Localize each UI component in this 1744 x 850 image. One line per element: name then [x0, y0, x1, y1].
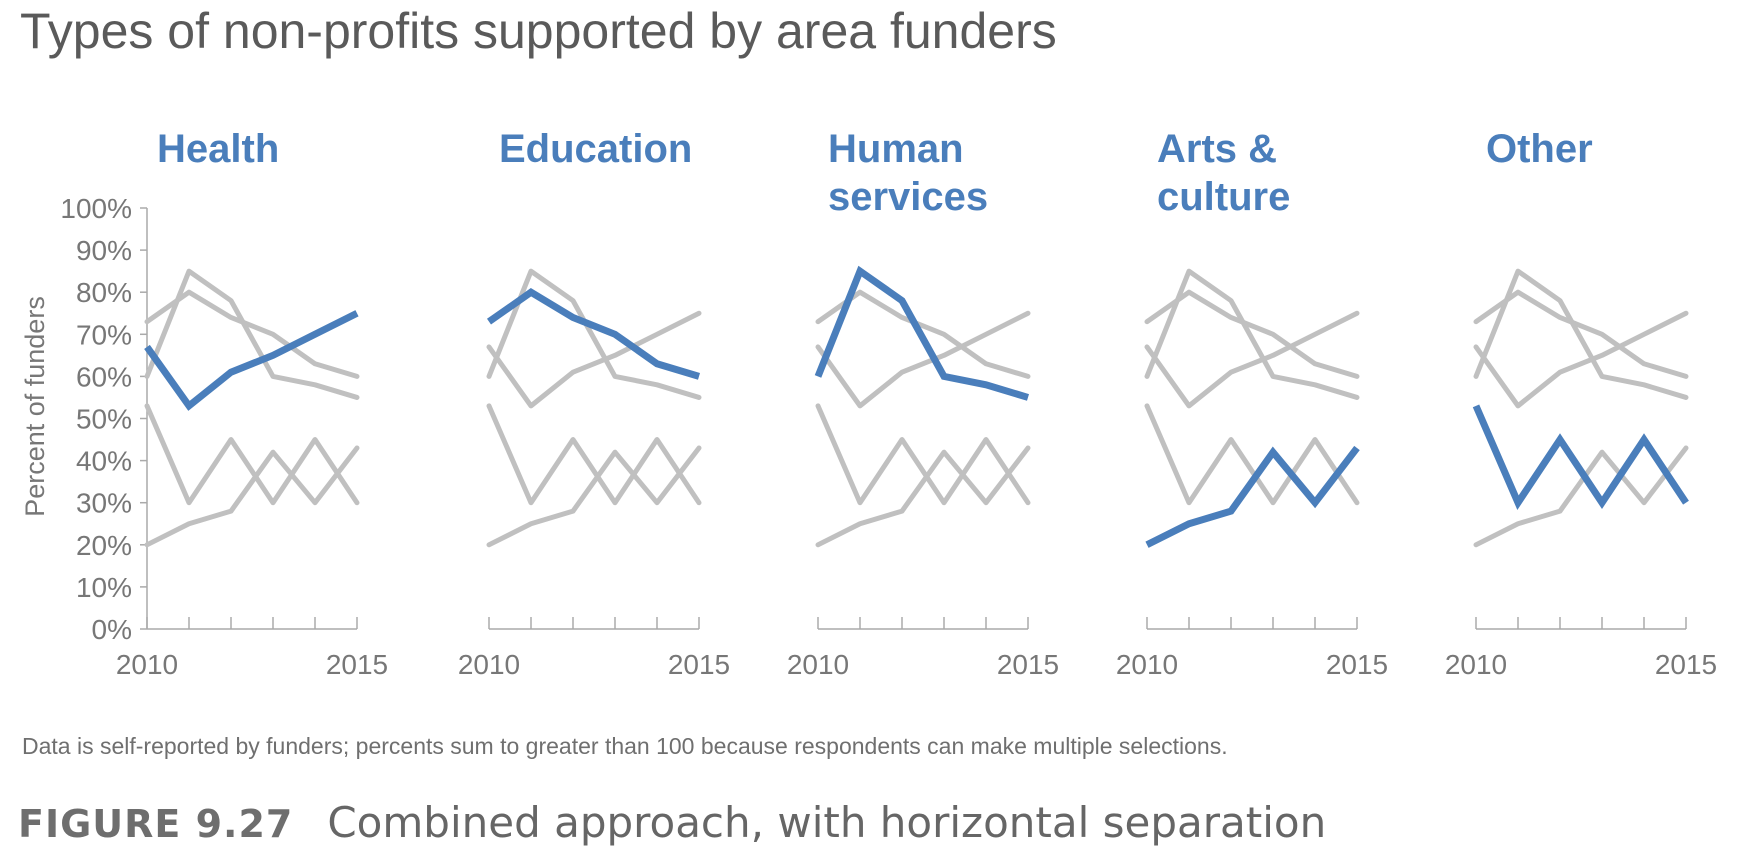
y-tick-label: 0% — [92, 614, 132, 645]
small-multiples-chart: Percent of funders 0% 10% 20% 30% 40% 50% 60% 70… — [20, 127, 1717, 680]
y-tick-label: 40% — [76, 446, 132, 477]
y-tick-label: 30% — [76, 488, 132, 519]
context-series-line — [815, 445, 1031, 548]
x-tick-label: 2010 — [787, 649, 849, 680]
context-series-line — [1144, 268, 1360, 400]
context-series-line — [486, 268, 702, 400]
context-series-line — [486, 403, 702, 506]
panel-title: Other — [1486, 127, 1593, 171]
panel-title: Education — [499, 127, 692, 171]
context-series-line — [815, 403, 1031, 506]
x-tick-label: 2010 — [116, 649, 178, 680]
figure-label: FIGURE 9.27 — [18, 802, 294, 846]
context-series-line — [1144, 403, 1360, 506]
y-tick-label: 50% — [76, 404, 132, 435]
chart-title: Types of non-profits supported by area f… — [20, 3, 1057, 59]
panel-title: culture — [1157, 175, 1290, 219]
x-tick-label: 2015 — [1655, 649, 1717, 680]
x-tick-label: 2015 — [997, 649, 1059, 680]
context-series-line — [144, 403, 360, 506]
data-note: Data is self-reported by funders; percen… — [22, 733, 1228, 759]
context-series-line — [144, 289, 360, 379]
x-tick-label: 2010 — [458, 649, 520, 680]
figure-caption: FIGURE 9.27 Combined approach, with horiz… — [18, 798, 1326, 847]
panel-title: Arts & — [1157, 127, 1277, 171]
y-tick-label: 80% — [76, 277, 132, 308]
x-tick-label: 2010 — [1445, 649, 1507, 680]
x-tick-label: 2015 — [668, 649, 730, 680]
y-tick-label: 70% — [76, 319, 132, 350]
context-series-line — [144, 268, 360, 400]
y-axis-label: Percent of funders — [20, 296, 50, 517]
highlight-series-line — [1145, 445, 1360, 548]
panel-title: Health — [157, 127, 279, 171]
context-series-line — [1473, 289, 1689, 379]
context-series-line — [1473, 268, 1689, 400]
y-tick-label: 100% — [60, 193, 132, 224]
highlight-series-line — [486, 288, 701, 380]
context-series-line — [1473, 310, 1689, 409]
y-tick-label: 90% — [76, 235, 132, 266]
context-series-line — [815, 310, 1031, 409]
context-series-line — [486, 310, 702, 409]
figure-text: Combined approach, with horizontal separ… — [327, 798, 1327, 847]
context-series-line — [144, 445, 360, 548]
y-tick-label: 20% — [76, 530, 132, 561]
x-tick-label: 2010 — [1116, 649, 1178, 680]
highlight-series-line — [144, 310, 359, 411]
highlight-series-line — [1472, 404, 1689, 510]
x-tick-label: 2015 — [326, 649, 388, 680]
panel-title: services — [828, 175, 988, 219]
x-tick-label: 2015 — [1326, 649, 1388, 680]
context-series-line — [1473, 445, 1689, 548]
highlight-series-line — [814, 265, 1030, 401]
y-tick-label: 60% — [76, 361, 132, 392]
panel-title: Human — [828, 127, 964, 171]
context-series-line — [486, 445, 702, 548]
context-series-line — [1144, 289, 1360, 379]
context-series-line — [1144, 310, 1360, 409]
y-tick-label: 10% — [76, 572, 132, 603]
